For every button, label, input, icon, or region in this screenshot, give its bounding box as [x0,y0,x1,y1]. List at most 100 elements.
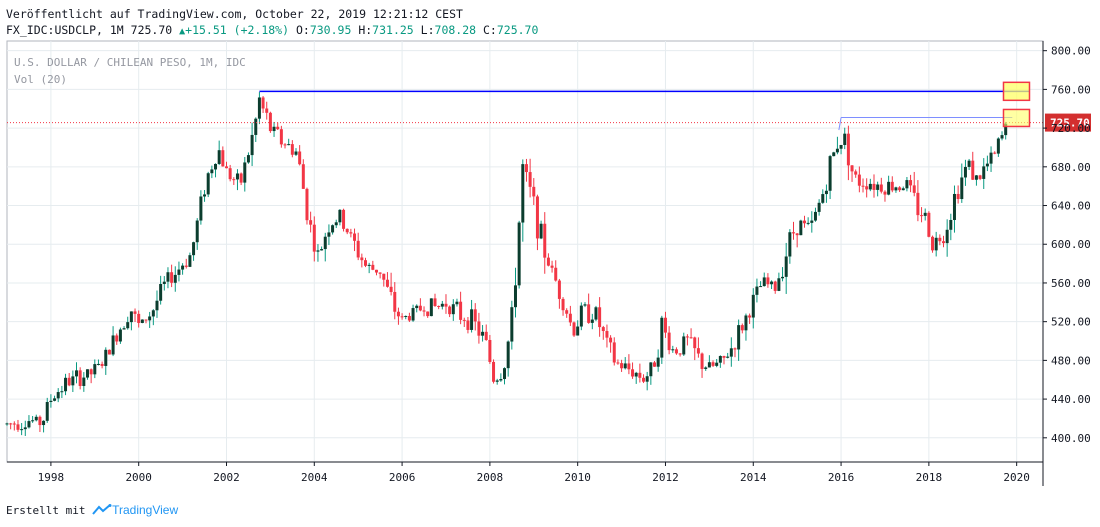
candle [532,178,536,206]
candle-body [484,331,488,340]
candle-body [587,304,591,323]
candle-body [572,322,576,336]
y-tick-label: 440.00 [1051,393,1091,406]
candle-body [440,303,444,307]
candle-body [166,272,170,282]
candle [594,305,598,322]
candle-body [173,274,177,283]
x-tick-label: 2010 [564,471,591,484]
candle [689,328,693,339]
up-arrow-icon: ▲ [179,26,186,37]
secondary-level-tick [838,117,842,131]
candle-body [982,166,986,179]
candle-body [426,311,430,317]
candle [660,315,664,364]
candle-body [781,276,785,279]
candle [561,297,565,316]
volume-legend: Vol (20) [14,73,67,86]
candle-body [748,315,752,318]
candle [140,319,144,324]
candle [846,125,850,181]
candle-body [989,152,993,164]
candle-body [415,305,419,309]
candle-body [550,265,554,268]
footer-brand[interactable]: TradingView [112,503,179,517]
candle [385,272,389,288]
candle-body [653,362,656,367]
candle-body [737,325,741,350]
candle [107,349,111,355]
candle [177,261,181,282]
candle [356,232,360,261]
candle [484,324,488,341]
candle-body [495,380,499,382]
candle [634,371,638,384]
y-tick-label: 480.00 [1051,354,1091,367]
candle [649,362,653,385]
candle-body [755,286,759,295]
candle-body [396,311,400,317]
candle [279,125,283,148]
candle [817,199,821,216]
candle [342,208,346,232]
candle [770,280,774,290]
candle-body [364,260,368,266]
candle [364,257,368,268]
symbol-interval: FX_IDC:USDCLP, 1M [6,23,124,37]
candle [170,264,174,288]
tradingview-logo-icon [92,503,112,519]
candle-body [894,187,898,191]
candle-body [561,298,565,311]
candle [587,293,591,324]
candle-body [824,190,828,195]
candle [444,294,448,314]
candle-body [294,151,298,155]
candle [890,176,894,193]
candle-body [733,348,737,350]
candle [148,311,152,328]
candle-body [627,363,631,370]
candle-body [85,369,89,378]
candle-body [221,150,225,167]
candle-body [378,272,382,274]
candle-body [539,223,543,239]
y-tick-label: 760.00 [1051,83,1091,96]
candle [155,290,159,318]
x-tick-label: 2016 [828,471,855,484]
x-tick-label: 2004 [301,471,328,484]
candle [982,158,986,189]
candle-body [594,307,598,320]
candle-body [144,319,148,321]
candle [971,151,975,180]
candle-body [718,356,722,363]
candle [455,298,459,307]
candle-body [433,298,437,306]
candle [920,207,924,223]
candle-body [956,193,960,200]
candle-body [693,337,697,349]
candle-body [923,212,927,216]
candle [857,166,861,193]
candle-body [901,188,905,191]
candle [111,326,115,357]
candle [481,325,485,342]
candle [60,385,64,399]
candle-body [682,336,686,355]
candle-body [287,144,291,146]
candle [272,121,276,137]
candle [184,258,188,269]
candle [426,311,430,318]
x-tick-label: 2008 [477,471,504,484]
candle [232,177,236,185]
candle-body [214,163,218,170]
candle [470,299,474,333]
candle [492,359,496,384]
candle [616,359,620,365]
candle [246,152,250,164]
y-tick-label: 600.00 [1051,238,1091,251]
symbol-ohlc-line: FX_IDC:USDCLP, 1M 725.70 ▲+15.51 (+2.18%… [6,23,538,39]
candle-body [883,191,887,195]
candle [415,304,419,313]
candle [989,146,993,172]
